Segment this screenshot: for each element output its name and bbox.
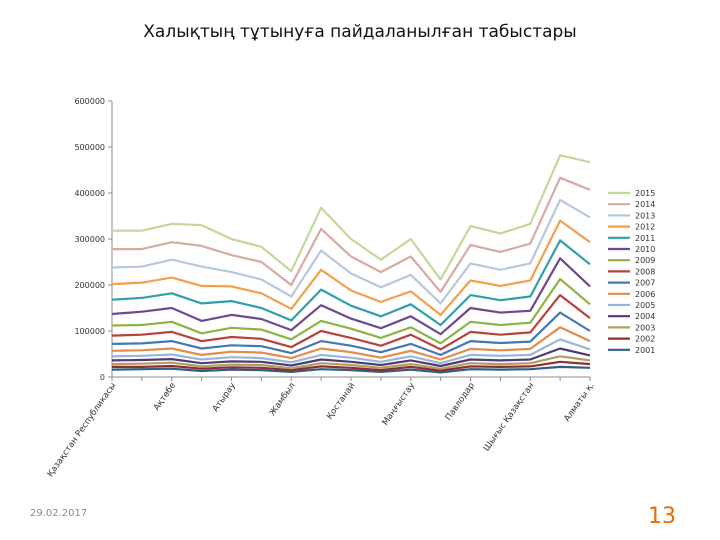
y-tick-label: 0 — [100, 373, 105, 382]
legend-label: 2011 — [635, 234, 655, 243]
series-line-2009 — [111, 277, 591, 345]
legend-label: 2015 — [635, 189, 655, 198]
legend-label: 2002 — [635, 335, 655, 344]
series-line-2008 — [111, 294, 591, 351]
legend-label: 2004 — [635, 312, 655, 321]
legend-label: 2013 — [635, 211, 655, 220]
legend-label: 2001 — [635, 346, 655, 355]
legend-label: 2005 — [635, 301, 655, 310]
legend-label: 2008 — [635, 267, 655, 276]
series-line-2003 — [111, 355, 591, 370]
y-tick-label: 500000 — [74, 143, 105, 152]
series-line-2007 — [111, 311, 591, 356]
y-tick-label: 600000 — [74, 97, 105, 106]
legend-label: 2007 — [635, 279, 655, 288]
chart-series-lines — [111, 154, 591, 374]
x-tick-label: Маңғыстау — [380, 381, 417, 428]
series-line-2001 — [111, 365, 591, 374]
legend-label: 2012 — [635, 223, 655, 232]
legend-label: 2014 — [635, 200, 655, 209]
y-tick-label: 300000 — [74, 235, 105, 244]
x-tick-label: Шығыс Қазақстан — [482, 381, 537, 453]
series-line-2012 — [111, 219, 591, 316]
series-line-2011 — [111, 239, 591, 327]
series-line-2015 — [112, 154, 591, 281]
x-tick-label: Павлодар — [444, 381, 477, 423]
x-tick-label: Қазақстан Республикасы — [46, 381, 119, 479]
y-tick-label: 200000 — [74, 281, 105, 290]
x-tick-label: Ақтөбе — [152, 381, 178, 413]
slide-title: Халықтың тұтынуға пайдаланылған табыстар… — [143, 22, 577, 42]
series-line-2013 — [111, 198, 591, 305]
y-tick-label: 400000 — [74, 189, 105, 198]
y-tick-label: 100000 — [74, 327, 105, 336]
x-tick-label: Жамбыл — [268, 381, 298, 418]
x-tick-label: Атырау — [211, 381, 238, 414]
page-number: 13 — [648, 504, 676, 529]
footer-date: 29.02.2017 — [30, 508, 88, 519]
series-line-2005 — [111, 338, 591, 365]
x-tick-label: Қостанай — [325, 381, 357, 421]
legend-label: 2003 — [635, 323, 655, 332]
legend-label: 2010 — [635, 245, 655, 254]
series-line-2002 — [112, 360, 591, 372]
y-axis-tick-labels: 0 100000 200000 300000 400000 500000 600000 — [74, 97, 105, 382]
x-axis-tick-labels: Қазақстан Республикасы Ақтөбе Атырау Жамбыл… — [46, 381, 597, 479]
chart-legend: 2015 2014 2013 2012 2011 2010 2009 2008 2007 2006… — [608, 189, 655, 355]
series-line-2010 — [111, 257, 591, 336]
legend-label: 2006 — [635, 290, 655, 299]
series-line-2006 — [111, 326, 591, 361]
x-tick-label: Алматы қ. — [562, 381, 596, 424]
chart-axes — [108, 100, 591, 381]
series-line-2004 — [111, 347, 591, 368]
series-line-2014 — [112, 176, 591, 293]
legend-label: 2009 — [635, 256, 655, 265]
